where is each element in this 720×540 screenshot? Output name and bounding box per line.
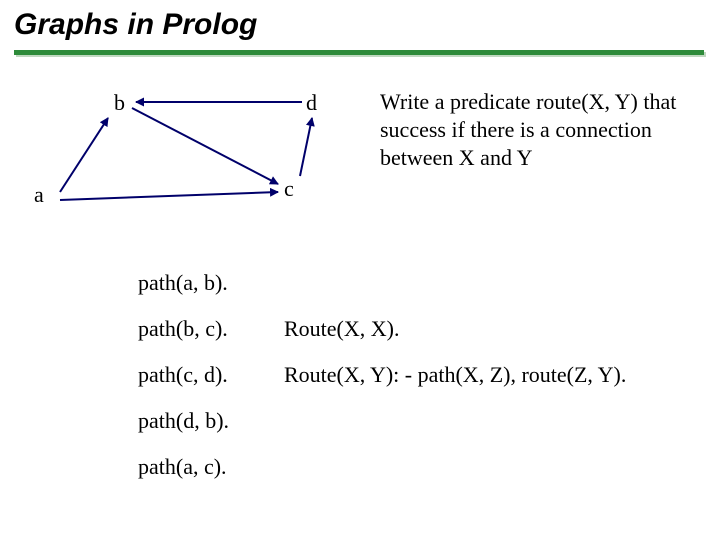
route-item: Route(X, Y): - path(X, Z), route(Z, Y). — [284, 362, 626, 388]
edge-b-c — [132, 108, 278, 184]
node-c-label: c — [284, 176, 294, 202]
route-item: Route(X, X). — [284, 316, 399, 342]
fact-item: path(a, c). — [138, 454, 227, 480]
node-d-label: d — [306, 90, 317, 116]
slide: Graphs in Prolog a b c d Write a predica… — [0, 0, 720, 540]
fact-item: path(c, d). — [138, 362, 228, 388]
fact-item: path(d, b). — [138, 408, 229, 434]
edge-a-b — [60, 118, 108, 192]
edge-c-d — [300, 118, 312, 176]
node-b-label: b — [114, 90, 125, 116]
fact-item: path(b, c). — [138, 316, 228, 342]
task-prompt: Write a predicate route(X, Y) that succe… — [380, 88, 700, 172]
fact-item: path(a, b). — [138, 270, 228, 296]
node-a-label: a — [34, 182, 44, 208]
edge-a-c — [60, 192, 278, 200]
